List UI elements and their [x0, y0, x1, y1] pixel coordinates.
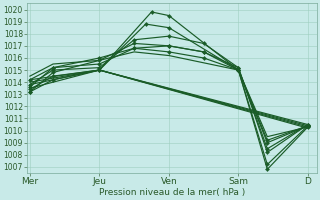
- X-axis label: Pression niveau de la mer( hPa ): Pression niveau de la mer( hPa ): [99, 188, 245, 197]
